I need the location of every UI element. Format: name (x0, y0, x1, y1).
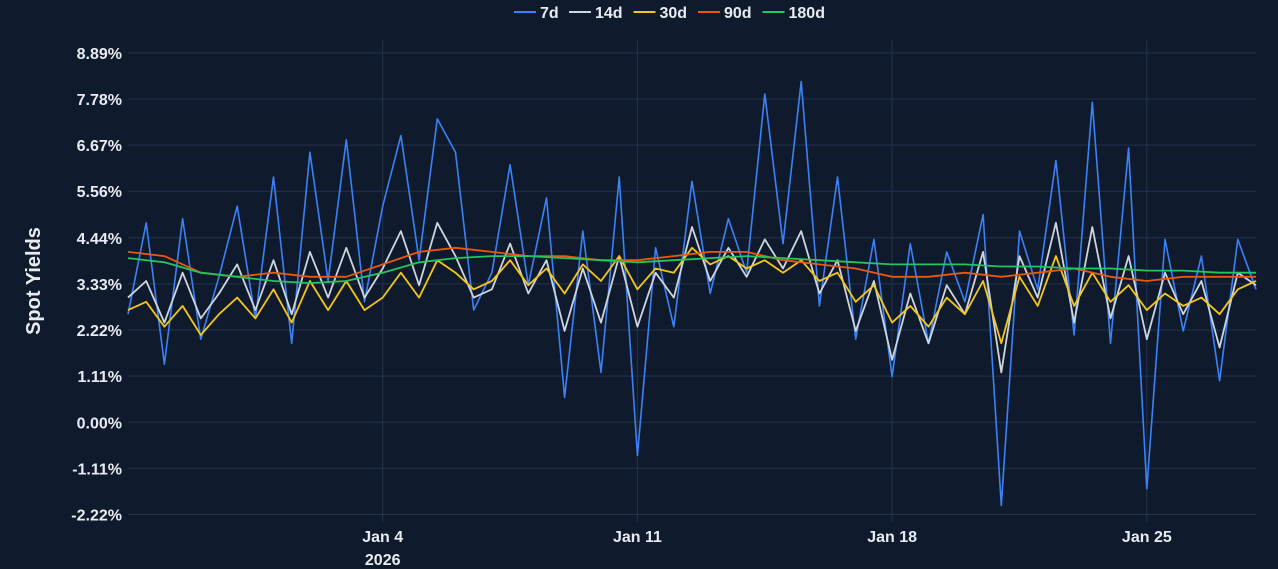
legend-label: 30d (660, 5, 688, 22)
series-layer (127, 80, 1257, 507)
legend-label: 7d (540, 5, 559, 22)
legend-label: 90d (724, 5, 752, 22)
y-tick-label: 2.22% (77, 323, 122, 340)
x-axis: Jan 4 2026 Jan 11 Jan 18 Jan 25 (362, 529, 1172, 569)
y-tick-label: 7.78% (77, 92, 122, 109)
x-tick-label: Jan 18 (867, 529, 917, 546)
y-tick-label: -2.22% (71, 508, 122, 525)
series-line-90d (127, 246, 1256, 282)
y-axis-title: Spot Yields (23, 227, 45, 335)
grid-layer (128, 40, 1256, 522)
y-tick-label: -1.11% (72, 461, 122, 478)
series-line-14d (127, 221, 1257, 374)
legend[interactable]: 7d 14d 30d 90d 180d (514, 5, 825, 22)
legend-label: 14d (595, 5, 623, 22)
y-tick-label: 5.56% (77, 184, 122, 201)
x-tick-year-label: 2026 (365, 552, 401, 569)
y-tick-label: 8.89% (77, 46, 122, 63)
y-tick-label: 0.00% (77, 415, 122, 432)
y-tick-label: 6.67% (77, 138, 122, 155)
legend-item-90d[interactable]: 90d (698, 5, 752, 22)
series-line-7d (127, 80, 1257, 507)
legend-item-7d[interactable]: 7d (514, 5, 559, 22)
y-tick-label: 3.33% (77, 277, 122, 294)
series-line-180d (127, 255, 1256, 285)
y-tick-label: 1.11% (78, 369, 122, 386)
legend-item-180d[interactable]: 180d (762, 5, 825, 22)
x-tick-label: Jan 11 (613, 529, 662, 546)
series-line-30d (127, 246, 1257, 345)
legend-item-14d[interactable]: 14d (569, 5, 623, 22)
legend-item-30d[interactable]: 30d (633, 5, 688, 22)
x-tick-label: Jan 25 (1122, 529, 1172, 546)
y-tick-label: 4.44% (77, 231, 122, 248)
x-tick-label: Jan 4 (362, 529, 403, 546)
y-axis: 8.89% 7.78% 6.67% 5.56% 4.44% 3.33% 2.22% 1.11%… (71, 46, 122, 525)
legend-label: 180d (789, 5, 825, 22)
